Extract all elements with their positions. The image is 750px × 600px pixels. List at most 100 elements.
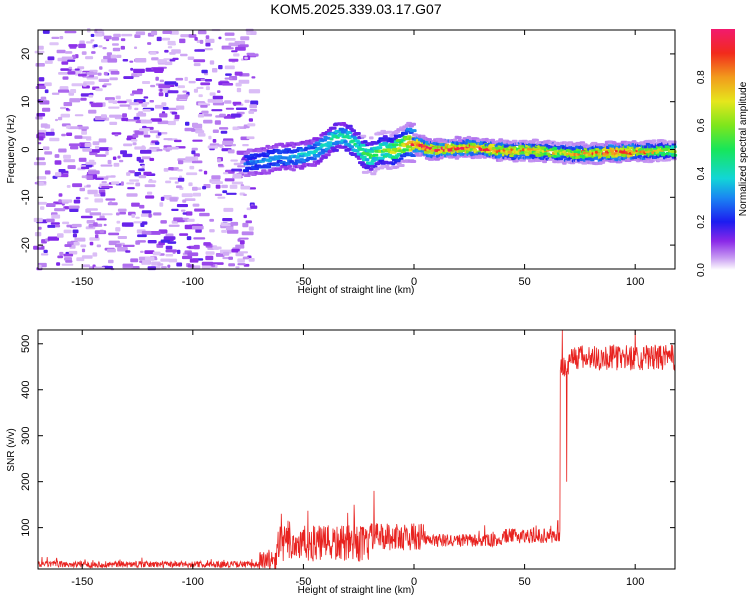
spectrogram-noise-cell	[139, 260, 143, 263]
spectrogram-noise-cell	[147, 266, 156, 271]
spectrogram-noise-cell	[228, 42, 239, 47]
spectrogram-noise-cell	[162, 106, 169, 110]
spectrogram-noise-cell	[82, 148, 92, 152]
spectrogram-noise-cell	[209, 60, 215, 65]
spectrogram-noise-cell	[38, 77, 45, 82]
spectrogram-noise-cell	[191, 160, 203, 164]
spectrogram-noise-cell	[185, 156, 196, 161]
spectrogram-noise-cell	[226, 229, 239, 234]
spectrogram-noise-cell	[99, 66, 103, 70]
spectrogram-noise-cell	[50, 222, 60, 225]
spectrogram-ridge-cell	[249, 153, 255, 157]
spectrogram-noise-cell	[195, 130, 205, 134]
spectrogram-ridge-cell	[337, 130, 342, 134]
spectrogram-noise-cell	[68, 143, 81, 147]
spectrogram-noise-cell	[240, 185, 251, 190]
spectrogram-ridge-cell	[671, 140, 677, 144]
spectrogram-noise-cell	[151, 57, 159, 61]
spectrogram-noise-cell	[84, 197, 89, 200]
spectrogram-noise-cell	[93, 222, 98, 227]
spectrogram-noise-cell	[159, 79, 164, 83]
spectrogram-noise-cell	[144, 250, 155, 254]
snr-y-tick-label: 400	[20, 381, 32, 399]
spectrogram-noise-cell	[73, 199, 81, 204]
spectrogram-noise-cell	[131, 266, 140, 270]
spectrogram-noise-cell	[191, 225, 204, 230]
spectrogram-noise-cell	[62, 76, 69, 80]
spectrogram-noise-cell	[105, 150, 109, 156]
spectrogram-noise-cell	[133, 116, 140, 120]
spectrogram-noise-cell	[96, 218, 107, 221]
spectrogram-noise-cell	[201, 69, 208, 74]
spectrogram-noise-cell	[119, 211, 126, 215]
spectrogram-noise-cell	[80, 215, 93, 219]
spectrogram-noise-cell	[198, 94, 203, 98]
spectrogram-noise-cell	[150, 118, 162, 122]
spectrogram-noise-cell	[246, 31, 251, 35]
snr-y-tick-label: 300	[20, 427, 32, 445]
spectrogram-noise-cell	[65, 107, 69, 111]
spectrogram-noise-cell	[77, 126, 89, 130]
figure-title: KOM5.2025.339.03.17.G07	[270, 1, 441, 17]
spectrogram-noise-cell	[160, 220, 167, 224]
spectrogram-noise-cell	[176, 249, 181, 254]
spectrogram-ridge-cell	[452, 153, 458, 157]
spectrogram-noise-cell	[248, 53, 259, 57]
spectrogram-noise-cell	[211, 181, 223, 184]
spectrogram-noise-cell	[196, 86, 204, 89]
spectrogram-noise-cell	[68, 205, 80, 209]
spectrogram-noise-cell	[138, 174, 147, 179]
spectrogram-noise-cell	[187, 252, 199, 257]
spectrogram-noise-cell	[87, 189, 98, 195]
spectrogram-noise-cell	[98, 147, 110, 151]
spectrogram-noise-cell	[224, 100, 232, 104]
spectrogram-noise-cell	[78, 157, 87, 162]
spectrogram-ridge-cell	[561, 155, 568, 159]
spectrogram-noise-cell	[212, 95, 224, 100]
spectrogram-noise-cell	[228, 263, 235, 267]
spectrogram-noise-cell	[120, 181, 124, 186]
spectrogram-noise-cell	[84, 142, 92, 148]
spectrogram-noise-cell	[36, 113, 46, 117]
spectrogram-noise-cell	[161, 266, 167, 269]
spectrogram-noise-cell	[129, 179, 140, 182]
spectrogram-noise-cell	[129, 102, 139, 106]
spectrogram-noise-cell	[177, 85, 185, 89]
spectrogram-noise-cell	[102, 84, 107, 88]
spectrogram-noise-cell	[225, 107, 235, 110]
spectrogram-ridge-cell	[456, 136, 462, 140]
spectrogram-noise-cell	[161, 102, 167, 106]
spectrogram-noise-cell	[178, 160, 184, 165]
spectrogram-noise-cell	[165, 149, 170, 152]
spectrogram-noise-cell	[33, 245, 45, 250]
spectrogram-noise-cell	[156, 149, 163, 152]
spectrogram-noise-cell	[63, 229, 72, 234]
spectrogram-x-label: Height of straight line (km)	[298, 285, 415, 296]
spectrogram-noise-cell	[120, 150, 127, 155]
spectrogram-noise-cell	[169, 177, 179, 180]
spectrogram-noise-cell	[38, 244, 42, 248]
spectrogram-noise-cell	[126, 172, 131, 176]
spectrogram-noise-cell	[223, 47, 234, 50]
spectrogram-noise-cell	[169, 197, 178, 202]
spectrogram-ridge-cell	[402, 131, 408, 135]
spectrogram-noise-cell	[250, 205, 258, 209]
spectrogram-noise-cell	[241, 231, 254, 236]
spectrogram-noise-cell	[57, 233, 64, 238]
spectrogram-noise-cell	[134, 46, 138, 49]
spectrogram-noise-cell	[115, 227, 121, 232]
spectrogram-noise-cell	[44, 60, 53, 64]
spectrogram-ridge-cell	[261, 169, 267, 173]
spectrogram-noise-cell	[224, 178, 235, 182]
spectrogram-noise-cell	[164, 81, 177, 85]
spectrogram-noise-cell	[135, 31, 146, 36]
spectrogram-ridge-cell	[350, 129, 356, 133]
spectrogram-noise-cell	[112, 100, 118, 104]
spectrogram-noise-cell	[231, 181, 244, 185]
spectrogram-noise-cell	[208, 135, 212, 140]
spectrogram-noise-cell	[67, 165, 76, 169]
spectrogram-noise-cell	[248, 226, 254, 231]
spectrogram-noise-cell	[92, 252, 98, 257]
colorbar-gradient	[711, 29, 735, 270]
spectrogram-noise-cell	[49, 137, 60, 142]
